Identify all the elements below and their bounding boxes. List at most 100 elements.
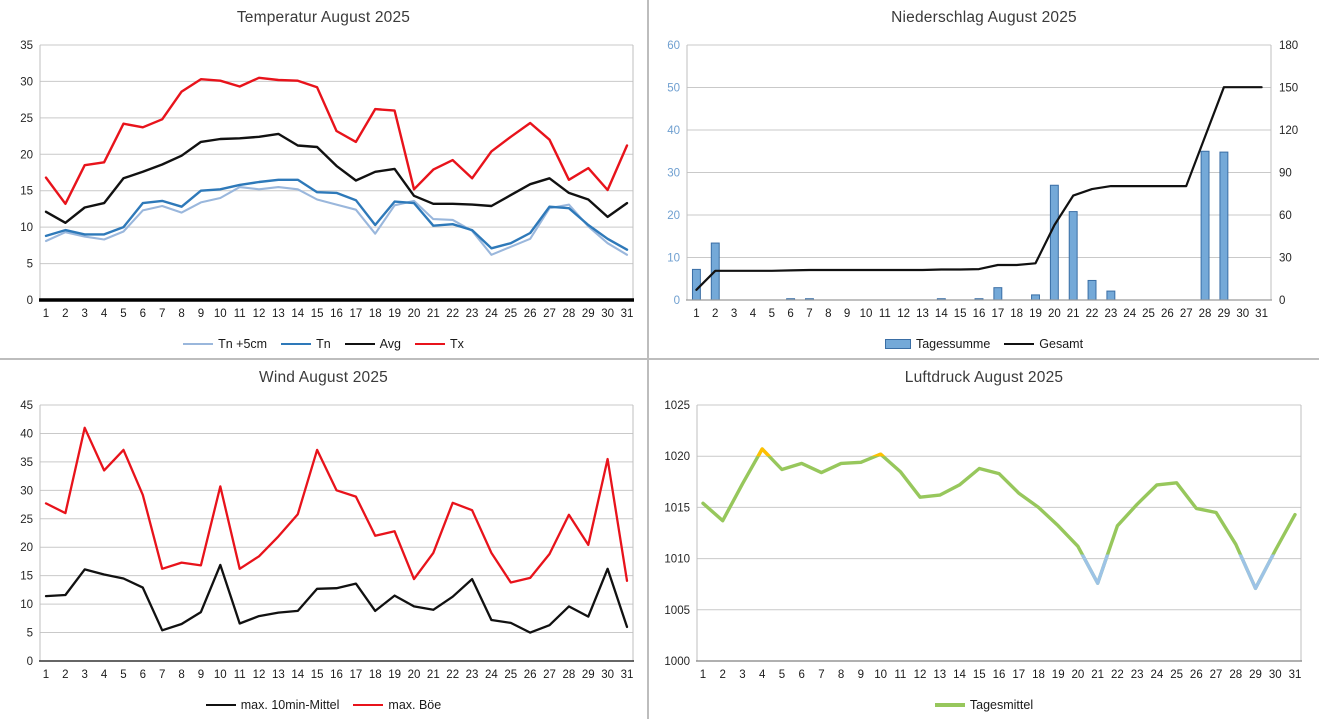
svg-text:7: 7 [159,669,165,681]
svg-text:16: 16 [973,308,986,320]
svg-text:18: 18 [369,308,382,320]
svg-text:10: 10 [214,669,227,681]
svg-text:22: 22 [1111,669,1124,681]
wind-chart: 0 5 10 15 20 25 30 35 40 45 1 2 3 4 5 6 7 8 9 10 11 12 13 14 15 1… [0,395,647,691]
svg-text:29: 29 [1249,669,1262,681]
bar-day-1 [691,268,701,301]
legend-item-tn-5cm: Tn +5cm [183,337,267,351]
svg-text:19: 19 [388,308,401,320]
series-line-0 [44,186,629,256]
legend-line-swatch [934,703,965,707]
svg-text:5: 5 [769,308,775,320]
svg-text:31: 31 [621,308,634,320]
bar-day-29 [1219,151,1229,301]
svg-text:21: 21 [1091,669,1104,681]
svg-text:60: 60 [1279,210,1292,222]
series-line-2 [44,132,629,225]
svg-text:25: 25 [20,514,33,526]
series-line-1 [44,426,629,584]
svg-text:1: 1 [43,669,49,681]
svg-text:6: 6 [787,308,793,320]
pressure-legend: Tagesmittel [649,691,1319,719]
svg-text:14: 14 [291,308,304,320]
wind-legend: max. 10min-Mittel max. Böe [0,691,647,719]
svg-text:90: 90 [1279,168,1292,180]
svg-text:21: 21 [1067,308,1080,320]
svg-text:15: 15 [311,308,324,320]
svg-text:27: 27 [543,308,556,320]
svg-text:30: 30 [601,308,614,320]
legend-line-swatch [1004,342,1035,346]
svg-text:11: 11 [234,308,246,320]
svg-text:2: 2 [62,669,68,681]
svg-text:18: 18 [1032,669,1045,681]
legend-label: Tagesmittel [969,698,1034,712]
svg-text:13: 13 [916,308,929,320]
svg-text:9: 9 [844,308,850,320]
svg-text:30: 30 [667,168,680,180]
svg-text:8: 8 [178,669,184,681]
svg-text:15: 15 [311,669,324,681]
svg-text:40: 40 [667,125,680,137]
svg-text:1005: 1005 [664,605,690,617]
svg-text:4: 4 [101,308,108,320]
legend-item-tn: Tn [281,337,331,351]
legend-line-swatch [281,342,312,346]
svg-text:25: 25 [20,113,33,125]
svg-text:10: 10 [20,222,33,234]
temperature-chart-panel: Temperatur August 2025 0 5 10 15 20 25 30 35 1 2 3… [0,0,647,358]
svg-text:5: 5 [779,669,785,681]
svg-text:28: 28 [1229,669,1242,681]
svg-text:13: 13 [933,669,946,681]
svg-text:6: 6 [798,669,804,681]
legend-label: Avg [379,337,401,351]
svg-text:26: 26 [1190,669,1203,681]
series-line-1 [44,178,629,251]
svg-text:120: 120 [1279,125,1298,137]
svg-text:24: 24 [1123,308,1136,320]
svg-text:1025: 1025 [664,400,690,412]
svg-text:28: 28 [1199,308,1212,320]
svg-text:7: 7 [806,308,812,320]
svg-text:2: 2 [720,669,726,681]
legend-label: Tn [316,337,331,351]
svg-text:10: 10 [214,308,227,320]
legend-item-max-10min-mittel: max. 10min-Mittel [205,698,339,712]
svg-text:5: 5 [120,308,126,320]
svg-text:0: 0 [1279,295,1285,307]
legend-line-swatch [353,703,384,707]
svg-text:4: 4 [759,669,766,681]
svg-text:24: 24 [485,308,498,320]
svg-text:18: 18 [1010,308,1023,320]
precipitation-chart: 0 10 20 30 40 50 60 0 30 60 90 120 150 180 1 2 3 4 5 6 7 8 9 10… [649,35,1319,330]
series-line-0-low-segment [1080,554,1276,591]
svg-text:31: 31 [1289,669,1302,681]
svg-text:60: 60 [667,40,680,52]
svg-text:14: 14 [953,669,966,681]
svg-text:8: 8 [178,308,184,320]
svg-text:21: 21 [427,308,440,320]
legend-item-avg: Avg [344,337,401,351]
bar-day-23 [1106,290,1116,301]
svg-text:45: 45 [20,400,33,412]
bar-day-17 [993,287,1003,301]
legend-item-tagesmittel: Tagesmittel [934,698,1034,712]
svg-text:9: 9 [198,308,204,320]
svg-text:29: 29 [582,308,595,320]
svg-text:10: 10 [860,308,873,320]
svg-text:17: 17 [991,308,1004,320]
svg-text:6: 6 [140,669,146,681]
svg-text:40: 40 [20,428,33,440]
bar-day-19 [1031,294,1040,301]
svg-text:25: 25 [504,669,517,681]
svg-text:0: 0 [27,656,33,668]
svg-text:23: 23 [466,669,479,681]
svg-text:27: 27 [543,669,556,681]
svg-text:22: 22 [1086,308,1099,320]
bar-day-28 [1200,150,1210,301]
svg-text:5: 5 [120,669,126,681]
svg-text:23: 23 [1131,669,1144,681]
svg-text:3: 3 [82,308,88,320]
svg-text:9: 9 [858,669,864,681]
